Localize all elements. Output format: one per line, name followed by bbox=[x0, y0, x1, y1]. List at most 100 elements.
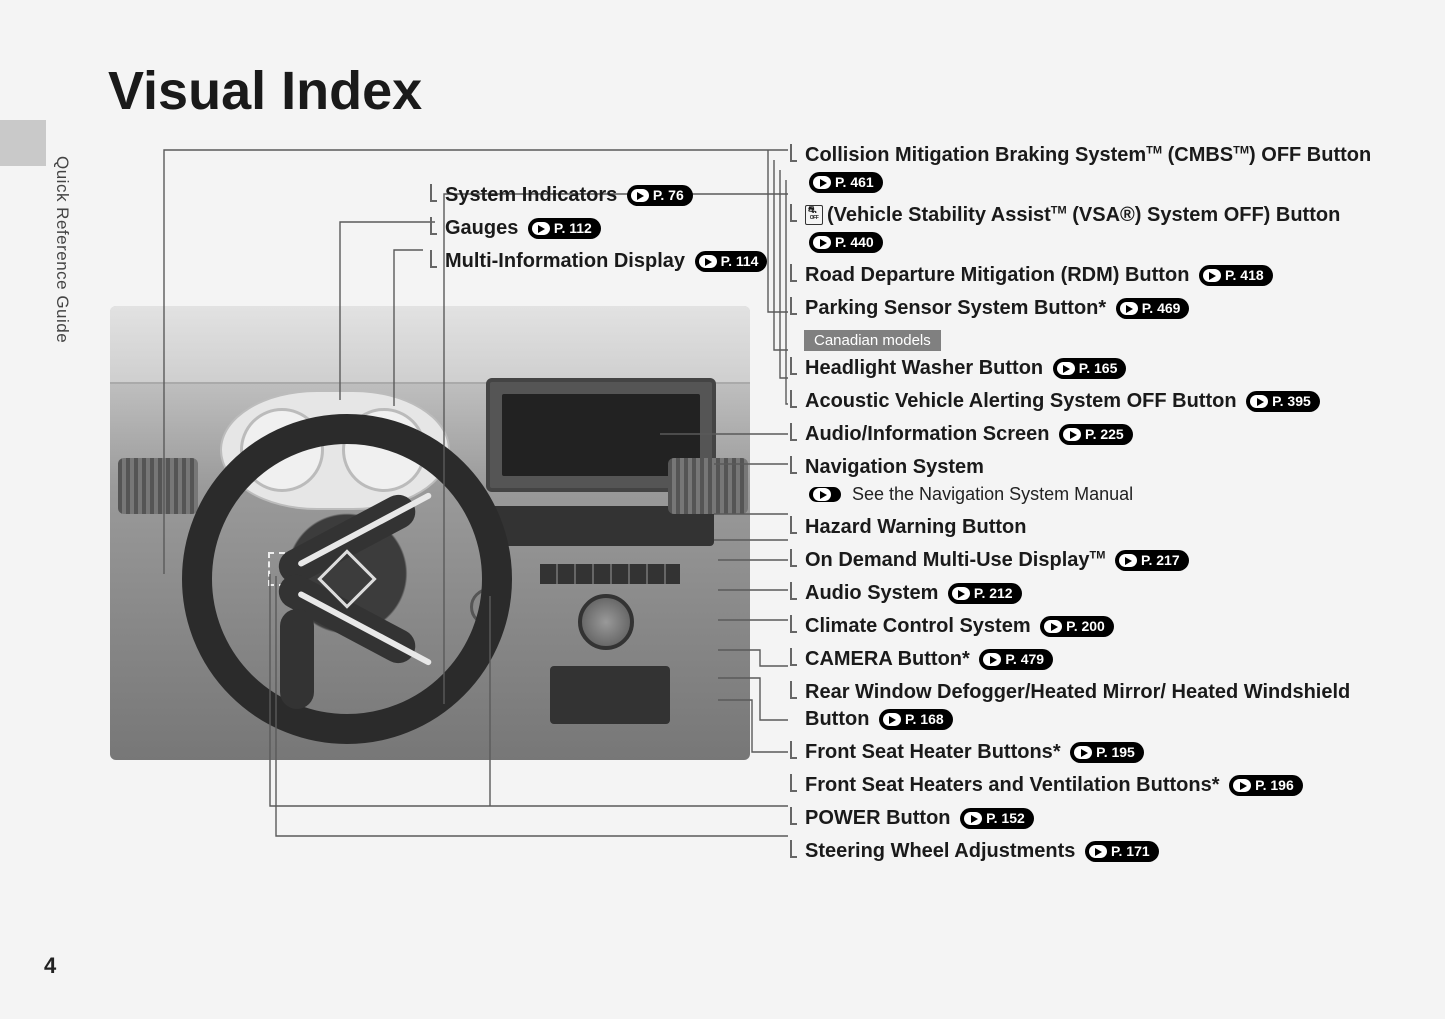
page-ref-pill[interactable]: P. 212 bbox=[948, 583, 1022, 604]
callout-label: Audio/Information Screen P. 225 bbox=[805, 421, 1133, 448]
page-title: Visual Index bbox=[108, 60, 422, 122]
page-ref-pill[interactable]: P. 168 bbox=[879, 709, 953, 730]
page-ref-pill[interactable]: P. 112 bbox=[528, 218, 601, 239]
section-label: Quick Reference Guide bbox=[52, 156, 72, 343]
right-callout-item: Headlight Washer Button P. 165 bbox=[790, 355, 1390, 382]
page-ref-pill[interactable]: P. 440 bbox=[809, 232, 883, 253]
right-callout-item: (Vehicle Stability AssistTM (VSA®) Syste… bbox=[790, 202, 1390, 256]
tick-icon bbox=[790, 423, 797, 441]
right-callout-item: On Demand Multi-Use DisplayTM P. 217 bbox=[790, 547, 1390, 574]
arrow-icon bbox=[1089, 845, 1107, 858]
tick-icon bbox=[790, 516, 797, 534]
section-tab bbox=[0, 120, 46, 166]
tick-icon bbox=[790, 297, 797, 315]
callout-label: CAMERA Button* P. 479 bbox=[805, 646, 1053, 673]
tick-icon bbox=[790, 357, 797, 375]
left-callout-item: System Indicators P. 76 bbox=[430, 182, 770, 209]
tick-icon bbox=[790, 204, 797, 222]
right-callout-item: Parking Sensor System Button* P. 469 bbox=[790, 295, 1390, 322]
page-ref-pill[interactable]: P. 76 bbox=[627, 185, 693, 206]
left-callout-item: Gauges P. 112 bbox=[430, 215, 770, 242]
arrow-icon bbox=[1074, 746, 1092, 759]
tick-icon bbox=[790, 681, 797, 699]
callout-label: Front Seat Heaters and Ventilation Butto… bbox=[805, 772, 1303, 799]
arrow-icon bbox=[532, 222, 550, 235]
page-ref-pill[interactable]: P. 196 bbox=[1229, 775, 1303, 796]
callout-label: Rear Window Defogger/Heated Mirror/ Heat… bbox=[805, 679, 1390, 733]
callout-label: Gauges P. 112 bbox=[445, 215, 601, 242]
callout-label: Multi-Information Display P. 114 bbox=[445, 248, 767, 275]
arrow-icon bbox=[699, 255, 717, 268]
arrow-icon bbox=[1044, 620, 1062, 633]
callout-label: Climate Control System P. 200 bbox=[805, 613, 1114, 640]
callout-label: Acoustic Vehicle Alerting System OFF But… bbox=[805, 388, 1320, 415]
page-ref-pill[interactable]: P. 195 bbox=[1070, 742, 1144, 763]
callout-label: POWER Button P. 152 bbox=[805, 805, 1034, 832]
arrow-icon bbox=[1120, 302, 1138, 315]
callout-label: Steering Wheel Adjustments P. 171 bbox=[805, 838, 1159, 865]
arrow-icon bbox=[952, 587, 970, 600]
right-callout-item: Front Seat Heater Buttons* P. 195 bbox=[790, 739, 1390, 766]
page-number: 4 bbox=[44, 953, 56, 979]
callout-label: On Demand Multi-Use DisplayTM P. 217 bbox=[805, 547, 1189, 574]
tick-icon bbox=[790, 615, 797, 633]
arrow-icon bbox=[1057, 362, 1075, 375]
right-callout-item: Collision Mitigation Braking SystemTM (C… bbox=[790, 142, 1390, 196]
page-ref-pill[interactable]: P. 418 bbox=[1199, 265, 1273, 286]
callout-label: System Indicators P. 76 bbox=[445, 182, 693, 209]
left-callout-item: Multi-Information Display P. 114 bbox=[430, 248, 770, 275]
page-ref-pill[interactable]: P. 152 bbox=[960, 808, 1034, 829]
arrow-icon bbox=[1233, 779, 1251, 792]
callout-label: (Vehicle Stability AssistTM (VSA®) Syste… bbox=[805, 202, 1390, 256]
right-callout-item: Steering Wheel Adjustments P. 171 bbox=[790, 838, 1390, 865]
right-callout-item: CAMERA Button* P. 479 bbox=[790, 646, 1390, 673]
arrow-icon bbox=[883, 713, 901, 726]
arrow-icon bbox=[1203, 269, 1221, 282]
page-ref-pill[interactable]: P. 479 bbox=[979, 649, 1053, 670]
vsa-off-icon bbox=[805, 205, 823, 225]
tick-icon bbox=[790, 840, 797, 858]
tick-icon bbox=[790, 774, 797, 792]
tick-icon bbox=[790, 582, 797, 600]
arrow-icon bbox=[1119, 554, 1137, 567]
arrow-icon bbox=[964, 812, 982, 825]
page-ref-pill[interactable]: P. 461 bbox=[809, 172, 883, 193]
page-ref-pill[interactable]: P. 200 bbox=[1040, 616, 1114, 637]
page-ref-pill[interactable]: P. 171 bbox=[1085, 841, 1159, 862]
tick-icon bbox=[790, 264, 797, 282]
callout-label: Front Seat Heater Buttons* P. 195 bbox=[805, 739, 1144, 766]
right-callout-item: Hazard Warning Button bbox=[790, 514, 1390, 541]
arrow-icon bbox=[813, 236, 831, 249]
nav-note: See the Navigation System Manual bbox=[847, 484, 1133, 504]
right-callout-list: Collision Mitigation Braking SystemTM (C… bbox=[790, 142, 1390, 871]
tick-icon bbox=[430, 250, 437, 268]
page-ref-pill[interactable]: P. 395 bbox=[1246, 391, 1320, 412]
callout-label: Navigation System See the Navigation Sys… bbox=[805, 454, 1133, 508]
right-callout-item: Navigation System See the Navigation Sys… bbox=[790, 454, 1390, 508]
callout-label: Parking Sensor System Button* P. 469 bbox=[805, 295, 1189, 322]
right-callout-item: Audio/Information Screen P. 225 bbox=[790, 421, 1390, 448]
page-ref-pill[interactable]: P. 217 bbox=[1115, 550, 1189, 571]
arrow-icon bbox=[631, 189, 649, 202]
right-callout-item: Audio System P. 212 bbox=[790, 580, 1390, 607]
page-ref-pill[interactable]: P. 165 bbox=[1053, 358, 1127, 379]
callout-label: Collision Mitigation Braking SystemTM (C… bbox=[805, 142, 1390, 196]
right-callout-item: Road Departure Mitigation (RDM) Button P… bbox=[790, 262, 1390, 289]
callout-label: Hazard Warning Button bbox=[805, 514, 1026, 541]
page-ref-pill[interactable]: P. 225 bbox=[1059, 424, 1133, 445]
left-callout-list: System Indicators P. 76 Gauges P. 112 Mu… bbox=[430, 182, 770, 281]
page-ref-pill[interactable]: P. 114 bbox=[695, 251, 768, 272]
tick-icon bbox=[790, 741, 797, 759]
tick-icon bbox=[430, 217, 437, 235]
tick-icon bbox=[430, 184, 437, 202]
dashboard-illustration bbox=[110, 306, 750, 760]
right-callout-item: Rear Window Defogger/Heated Mirror/ Heat… bbox=[790, 679, 1390, 733]
callout-label: Audio System P. 212 bbox=[805, 580, 1022, 607]
tick-icon bbox=[790, 648, 797, 666]
right-callout-item: Front Seat Heaters and Ventilation Butto… bbox=[790, 772, 1390, 799]
see-pill[interactable] bbox=[809, 487, 841, 502]
page-ref-pill[interactable]: P. 469 bbox=[1116, 298, 1190, 319]
arrow-icon bbox=[1250, 395, 1268, 408]
right-callout-item: Acoustic Vehicle Alerting System OFF But… bbox=[790, 388, 1390, 415]
callout-label: Headlight Washer Button P. 165 bbox=[805, 355, 1126, 382]
